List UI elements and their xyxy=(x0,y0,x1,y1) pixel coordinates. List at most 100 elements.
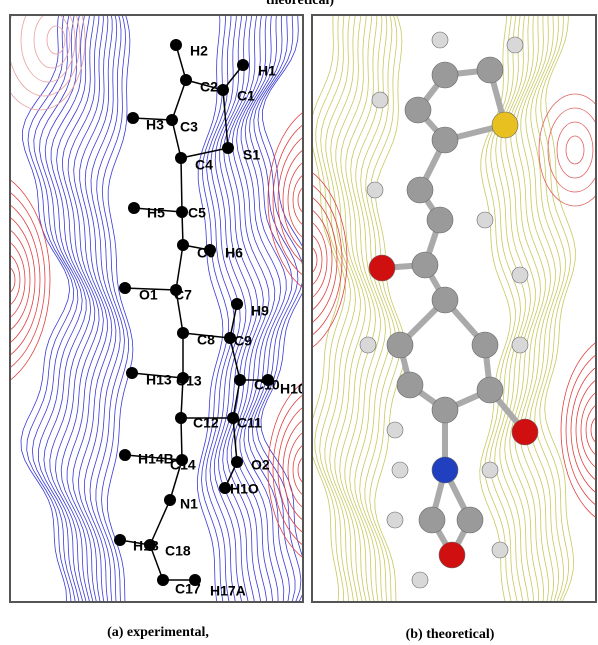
atom xyxy=(477,212,493,228)
atom xyxy=(144,539,156,551)
atom xyxy=(204,244,216,256)
atom xyxy=(419,507,445,533)
atom-label: S1 xyxy=(243,147,260,163)
atom xyxy=(392,462,408,478)
atom-label: C12 xyxy=(193,415,219,431)
atom-label: H1 xyxy=(258,63,276,79)
atom-label: H2 xyxy=(190,43,208,59)
contour xyxy=(540,10,571,610)
atom xyxy=(439,542,465,568)
contour xyxy=(298,456,316,484)
atom xyxy=(492,542,508,558)
atom xyxy=(432,457,458,483)
atom xyxy=(177,327,189,339)
atom-label: H13 xyxy=(146,372,172,388)
atom xyxy=(127,112,139,124)
atom-label: C4 xyxy=(195,157,213,173)
contour xyxy=(566,136,584,164)
contour xyxy=(27,10,74,610)
atom xyxy=(432,397,458,423)
atom xyxy=(512,267,528,283)
atom xyxy=(234,374,246,386)
atom xyxy=(432,32,448,48)
atom xyxy=(367,182,383,198)
atom-label: C1 xyxy=(237,88,255,104)
contour xyxy=(278,400,368,540)
atom xyxy=(166,114,178,126)
atom-label: C18 xyxy=(165,543,191,559)
atom-label: N1 xyxy=(180,496,198,512)
atom xyxy=(412,572,428,588)
atom xyxy=(432,127,458,153)
header-fragment: theoretical) xyxy=(266,0,334,8)
atom xyxy=(217,84,229,96)
caption-b: (b) theoretical) xyxy=(406,627,495,642)
atom xyxy=(177,239,189,251)
atom-label: C14 xyxy=(170,457,196,473)
atom xyxy=(119,282,131,294)
atom xyxy=(372,92,388,108)
bond xyxy=(172,80,186,120)
atom xyxy=(175,412,187,424)
atom xyxy=(170,39,182,51)
atom xyxy=(492,112,518,138)
atom xyxy=(262,374,274,386)
atom xyxy=(128,202,140,214)
contour xyxy=(197,10,223,610)
atom-label: O2 xyxy=(251,457,270,473)
atom xyxy=(387,332,413,358)
atom xyxy=(407,177,433,203)
atom xyxy=(237,59,249,71)
atom-label: H17A xyxy=(210,583,246,599)
atom xyxy=(432,62,458,88)
atom xyxy=(157,574,169,586)
page: {"header_fragment": "theoretical)", "pan… xyxy=(0,0,598,645)
figure: theoretical) H2H1C2C1H3C3C4S1H5C5C6H6O1C… xyxy=(0,0,598,645)
atom xyxy=(126,367,138,379)
atom xyxy=(387,422,403,438)
atom xyxy=(397,372,423,398)
atom xyxy=(432,287,458,313)
atom-label: H3 xyxy=(146,117,164,133)
contour xyxy=(0,182,45,378)
atom-label: C11 xyxy=(237,415,262,431)
atom xyxy=(387,512,403,528)
contour xyxy=(576,374,598,486)
contour xyxy=(545,10,576,610)
atom xyxy=(512,337,528,353)
contour xyxy=(0,238,25,322)
atom-label: H14B xyxy=(138,451,174,467)
contour xyxy=(298,186,316,214)
atom-label: H1O xyxy=(230,481,259,497)
contour xyxy=(548,108,598,192)
atom xyxy=(477,57,503,83)
atom xyxy=(477,377,503,403)
atom xyxy=(231,456,243,468)
atom xyxy=(180,74,192,86)
contour xyxy=(32,10,78,610)
atom-label: O1 xyxy=(139,287,158,303)
atom xyxy=(119,449,131,461)
atom-label: C3 xyxy=(180,119,198,135)
atom xyxy=(176,206,188,218)
atom xyxy=(231,298,243,310)
atom xyxy=(512,419,538,445)
atom-label: C13 xyxy=(176,373,202,389)
caption-a: (a) experimental, xyxy=(107,625,209,640)
bond xyxy=(181,418,182,460)
atom xyxy=(114,534,126,546)
atom xyxy=(482,462,498,478)
atom xyxy=(369,255,395,281)
atom xyxy=(175,152,187,164)
atom xyxy=(507,37,523,53)
atom xyxy=(427,207,453,233)
bond xyxy=(176,245,183,290)
atom xyxy=(222,142,234,154)
bond xyxy=(181,158,182,212)
atom-label: C7 xyxy=(174,287,192,303)
contour xyxy=(278,130,368,270)
atom xyxy=(457,507,483,533)
atom xyxy=(412,252,438,278)
atom-label: C8 xyxy=(197,332,215,348)
panel-b xyxy=(221,10,598,610)
